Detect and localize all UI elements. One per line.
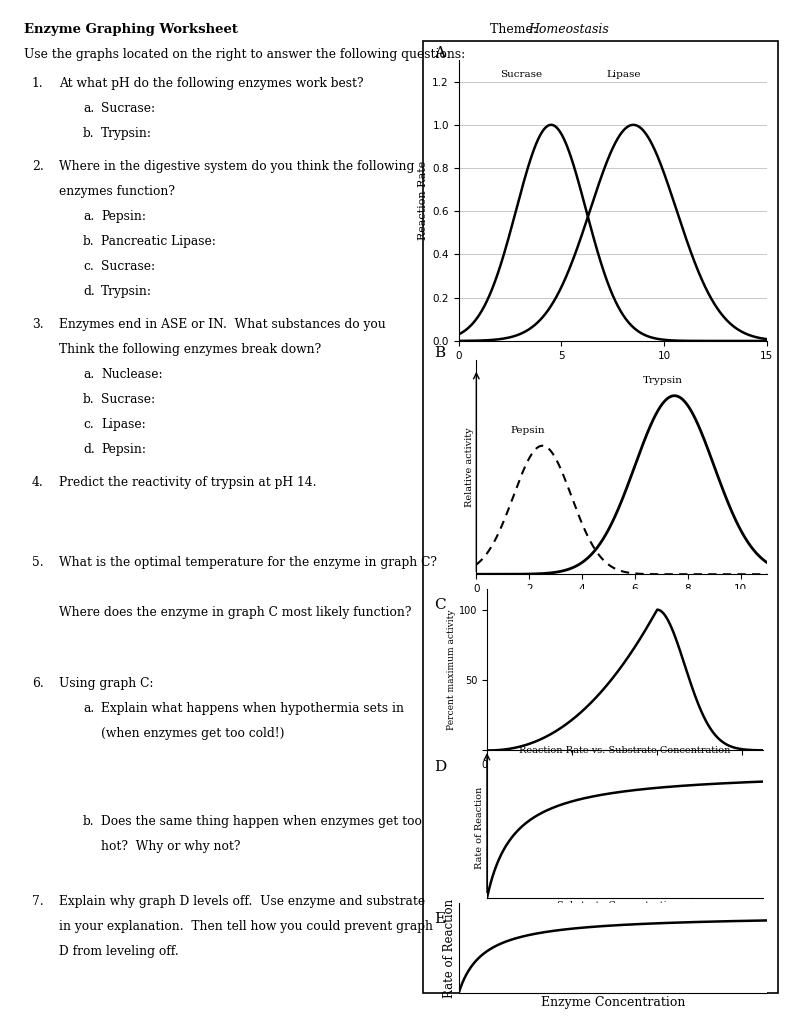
Text: Lipase: Lipase	[607, 71, 642, 79]
Text: Where does the enzyme in graph C most likely function?: Where does the enzyme in graph C most li…	[59, 606, 412, 620]
Text: b.: b.	[83, 393, 95, 407]
Text: 6.: 6.	[32, 677, 44, 689]
Text: Trypsin: Trypsin	[643, 376, 683, 385]
Text: Sucrase: Sucrase	[500, 71, 542, 79]
Text: 4.: 4.	[32, 476, 44, 488]
Text: hot?  Why or why not?: hot? Why or why not?	[101, 840, 240, 853]
Text: Pepsin:: Pepsin:	[101, 443, 146, 457]
Text: a.: a.	[83, 102, 94, 115]
Text: b.: b.	[83, 236, 95, 248]
X-axis label: Temperature: Temperature	[591, 773, 659, 782]
Text: B: B	[433, 346, 445, 359]
X-axis label: pH: pH	[613, 597, 630, 607]
Text: Theme:: Theme:	[490, 23, 546, 36]
X-axis label: pH: pH	[603, 364, 623, 377]
Text: Using graph C:: Using graph C:	[59, 677, 153, 689]
Text: Sucrase:: Sucrase:	[101, 102, 155, 115]
Text: Trypsin:: Trypsin:	[101, 127, 152, 140]
X-axis label: Substrate Concentration  →: Substrate Concentration →	[557, 901, 693, 910]
Text: 2.: 2.	[32, 160, 44, 173]
Text: Enzymes end in ASE or IN.  What substances do you: Enzymes end in ASE or IN. What substance…	[59, 317, 386, 331]
Text: D from leveling off.: D from leveling off.	[59, 945, 179, 958]
Text: Trypsin:: Trypsin:	[101, 286, 152, 298]
Text: Think the following enzymes break down?: Think the following enzymes break down?	[59, 343, 322, 356]
Text: Nuclease:: Nuclease:	[101, 368, 163, 381]
Y-axis label: Rate of Reaction: Rate of Reaction	[475, 786, 484, 868]
Text: Does the same thing happen when enzymes get too: Does the same thing happen when enzymes …	[101, 814, 422, 827]
Text: Predict the reactivity of trypsin at pH 14.: Predict the reactivity of trypsin at pH …	[59, 476, 317, 488]
Text: c.: c.	[83, 418, 94, 431]
Text: enzymes function?: enzymes function?	[59, 185, 176, 198]
Text: 1.: 1.	[32, 77, 44, 90]
Text: d.: d.	[83, 443, 95, 457]
Text: Use the graphs located on the right to answer the following questions:: Use the graphs located on the right to a…	[24, 48, 465, 61]
Text: Sucrase:: Sucrase:	[101, 260, 155, 273]
Text: E: E	[433, 912, 445, 927]
Text: a.: a.	[83, 210, 94, 223]
Y-axis label: Rate of Reaction: Rate of Reaction	[443, 898, 456, 997]
Text: Lipase:: Lipase:	[101, 418, 146, 431]
Text: At what pH do the following enzymes work best?: At what pH do the following enzymes work…	[59, 77, 364, 90]
Text: C: C	[433, 598, 445, 612]
Text: Pepsin:: Pepsin:	[101, 210, 146, 223]
Text: A: A	[433, 46, 445, 59]
Text: a.: a.	[83, 701, 94, 715]
Text: Explain what happens when hypothermia sets in: Explain what happens when hypothermia se…	[101, 701, 404, 715]
Text: in your explanation.  Then tell how you could prevent graph: in your explanation. Then tell how you c…	[59, 920, 433, 933]
Text: c.: c.	[83, 260, 94, 273]
Text: (when enzymes get too cold!): (when enzymes get too cold!)	[101, 727, 285, 739]
Text: Sucrase:: Sucrase:	[101, 393, 155, 407]
Text: What is the optimal temperature for the enzyme in graph C?: What is the optimal temperature for the …	[59, 556, 437, 569]
Text: Explain why graph D levels off.  Use enzyme and substrate: Explain why graph D levels off. Use enzy…	[59, 895, 426, 908]
Text: a.: a.	[83, 368, 94, 381]
Text: Homeostasis: Homeostasis	[528, 23, 609, 36]
Y-axis label: Relative activity: Relative activity	[464, 427, 474, 507]
Y-axis label: Reaction Rate: Reaction Rate	[418, 161, 428, 240]
Text: 5.: 5.	[32, 556, 44, 569]
X-axis label: Enzyme Concentration: Enzyme Concentration	[540, 996, 685, 1009]
Text: 7.: 7.	[32, 895, 44, 908]
Text: Pancreatic Lipase:: Pancreatic Lipase:	[101, 236, 216, 248]
Text: 3.: 3.	[32, 317, 44, 331]
Text: d.: d.	[83, 286, 95, 298]
Title: Reaction Rate vs. Substrate Concentration: Reaction Rate vs. Substrate Concentratio…	[520, 745, 731, 755]
Text: Where in the digestive system do you think the following: Where in the digestive system do you thi…	[59, 160, 414, 173]
Text: b.: b.	[83, 127, 95, 140]
Text: b.: b.	[83, 814, 95, 827]
Text: Pepsin: Pepsin	[511, 426, 545, 435]
Text: D: D	[433, 760, 446, 774]
Text: Enzyme Graphing Worksheet: Enzyme Graphing Worksheet	[24, 23, 237, 36]
Y-axis label: Percent maximum activity: Percent maximum activity	[447, 609, 456, 730]
